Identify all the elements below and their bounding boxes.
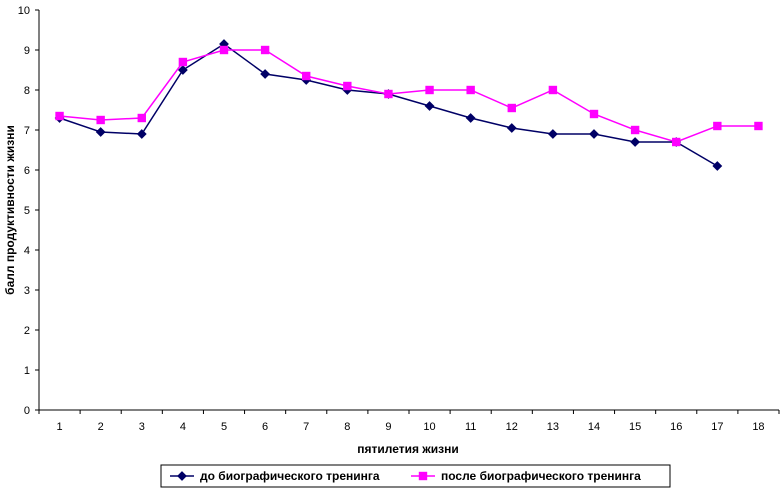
x-tick-label: 8 (344, 421, 350, 433)
y-tick-label: 6 (24, 165, 30, 177)
data-point (712, 161, 723, 171)
data-point (466, 85, 475, 95)
series-1 (54, 39, 723, 171)
x-tick-label: 9 (385, 421, 391, 433)
legend-entry-2: после биографического тренинга (411, 469, 641, 483)
data-point (95, 127, 106, 137)
data-point (754, 121, 763, 131)
y-tick-label: 9 (24, 45, 30, 57)
data-point (384, 89, 393, 99)
data-point (260, 69, 271, 79)
series-line (59, 43, 718, 167)
data-point (96, 115, 105, 125)
legend-entry-1: до биографического тренинга (170, 469, 380, 483)
data-point (589, 129, 599, 139)
x-tick-label: 12 (506, 421, 518, 433)
data-point (302, 71, 311, 81)
x-axis-title: пятилетия жизни (357, 442, 459, 456)
legend: до биографического тренинга после биограф… (160, 464, 671, 488)
y-tick-label: 1 (24, 365, 30, 377)
x-tick-label: 13 (547, 421, 559, 433)
series-line (59, 49, 759, 143)
x-tick-label: 5 (221, 421, 227, 433)
legend-label: до биографического тренинга (200, 469, 380, 483)
x-tick-label: 3 (139, 421, 145, 433)
x-tick-label: 6 (262, 421, 268, 433)
data-point (630, 137, 641, 147)
legend-label: после биографического тренинга (441, 469, 641, 483)
x-tick-label: 2 (98, 421, 104, 433)
y-tick-label: 10 (18, 5, 30, 17)
data-point (589, 109, 599, 119)
y-tick-label: 8 (24, 85, 30, 97)
y-tick-label: 3 (24, 285, 30, 297)
data-point (630, 125, 640, 135)
legend-marker (177, 471, 187, 481)
data-point (507, 103, 516, 113)
data-point (506, 123, 517, 133)
data-point (343, 81, 352, 91)
x-tick-label: 7 (303, 421, 309, 433)
data-point (547, 129, 558, 139)
x-tick-label: 14 (588, 421, 600, 433)
y-tick-label: 0 (24, 405, 30, 417)
legend-marker (418, 471, 428, 481)
x-tick-label: 15 (629, 421, 641, 433)
data-point (425, 85, 434, 95)
x-tick-label: 11 (465, 421, 476, 433)
x-tick-label: 4 (180, 421, 186, 433)
data-point (136, 129, 147, 139)
data-point (260, 45, 270, 55)
y-tick-label: 2 (24, 325, 30, 337)
y-tick-label: 5 (24, 205, 30, 217)
data-point (219, 45, 229, 55)
data-point (548, 85, 558, 95)
y-axis-title: балл продуктивности жизни (3, 125, 17, 295)
x-tick-label: 1 (56, 421, 62, 433)
x-tick-label: 10 (423, 421, 435, 433)
data-point (55, 111, 64, 121)
x-tick-label: 16 (670, 421, 682, 433)
data-point (465, 113, 476, 123)
data-point (178, 57, 188, 67)
data-point (177, 65, 188, 75)
data-point (672, 137, 681, 147)
series-2 (55, 45, 763, 147)
data-point (137, 113, 146, 123)
y-tick-label: 7 (24, 125, 30, 137)
data-point (424, 101, 435, 111)
data-point (713, 121, 722, 131)
x-tick-label: 18 (752, 421, 764, 433)
x-tick-label: 17 (711, 421, 723, 433)
y-tick-label: 4 (24, 245, 30, 257)
